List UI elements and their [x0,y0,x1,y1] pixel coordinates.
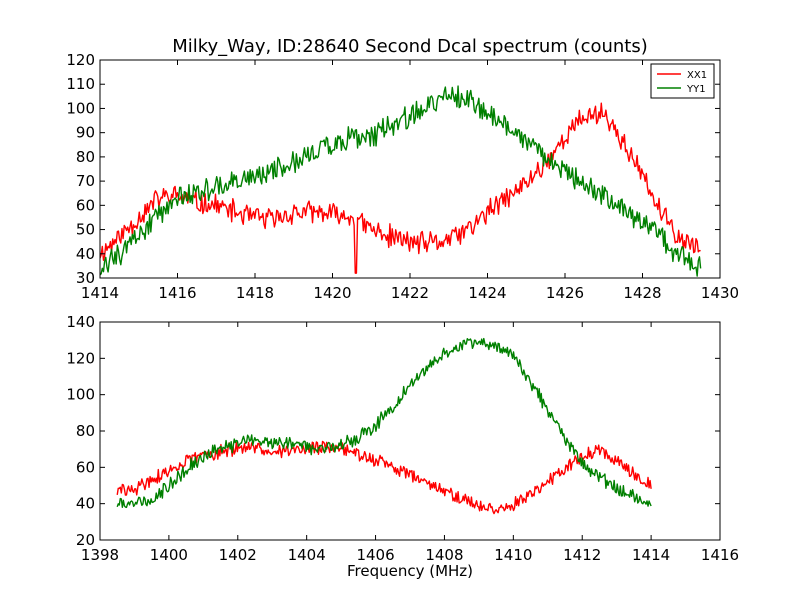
series-line-yy1 [100,85,702,277]
x-tick-label: 1416 [158,284,196,302]
y-tick-label: 60 [76,458,95,476]
x-tick-label: 1408 [425,546,463,564]
x-tick-label: 1418 [236,284,274,302]
x-tick-label: 1424 [468,284,506,302]
y-tick-label: 20 [76,531,95,549]
y-tick-label: 140 [66,313,95,331]
x-tick-label: 1416 [701,546,739,564]
chart-title: Milky_Way, ID:28640 Second Dcal spectrum… [172,36,648,57]
x-tick-label: 1414 [632,546,670,564]
y-tick-label: 100 [66,386,95,404]
x-tick-label: 1398 [81,546,119,564]
series-group [100,85,702,277]
y-tick-label: 120 [66,51,95,69]
y-tick-label: 40 [76,495,95,513]
top-plot: 1414 1416 1418 1420 1422 1424 1426 1428 1430 30 40… [66,51,739,302]
x-tick-label: 1420 [313,284,351,302]
y-tick-label: 100 [66,99,95,117]
x-tick-label: 1422 [391,284,429,302]
x-tick-label: 1402 [219,546,257,564]
y-tick-label: 120 [66,349,95,367]
x-tick-label: 1412 [563,546,601,564]
series-line-yy1 [116,337,652,509]
x-tick-label: 1404 [288,546,326,564]
x-tick-label: 1428 [623,284,661,302]
series-line-xx1 [100,102,701,274]
y-tick-label: 70 [76,172,95,190]
x-tick-label: 1410 [494,546,532,564]
y-tick-label: 50 [76,221,95,239]
y-tick-label: 80 [76,148,95,166]
x-tick-label: 1414 [81,284,119,302]
x-tick-label: 1430 [701,284,739,302]
y-tick-label: 90 [76,124,95,142]
y-tick-label: 30 [76,269,95,287]
legend-label-yy1: YY1 [686,84,706,95]
x-axis-label: Frequency (MHz) [347,562,473,580]
legend-box [650,63,715,99]
series-group [116,337,652,515]
bottom-plot: 1398 1400 1402 1404 1406 1408 1410 1412 1414 1416… [66,313,739,564]
y-tick-label: 60 [76,196,95,214]
y-tick-label: 110 [66,75,95,93]
y-tick-label: 80 [76,422,95,440]
x-tick-label: 1406 [356,546,394,564]
x-tick-label: 1400 [150,546,188,564]
x-tick-label: 1426 [546,284,584,302]
y-tick-label: 40 [76,245,95,263]
legend-label-xx1: XX1 [687,70,707,81]
